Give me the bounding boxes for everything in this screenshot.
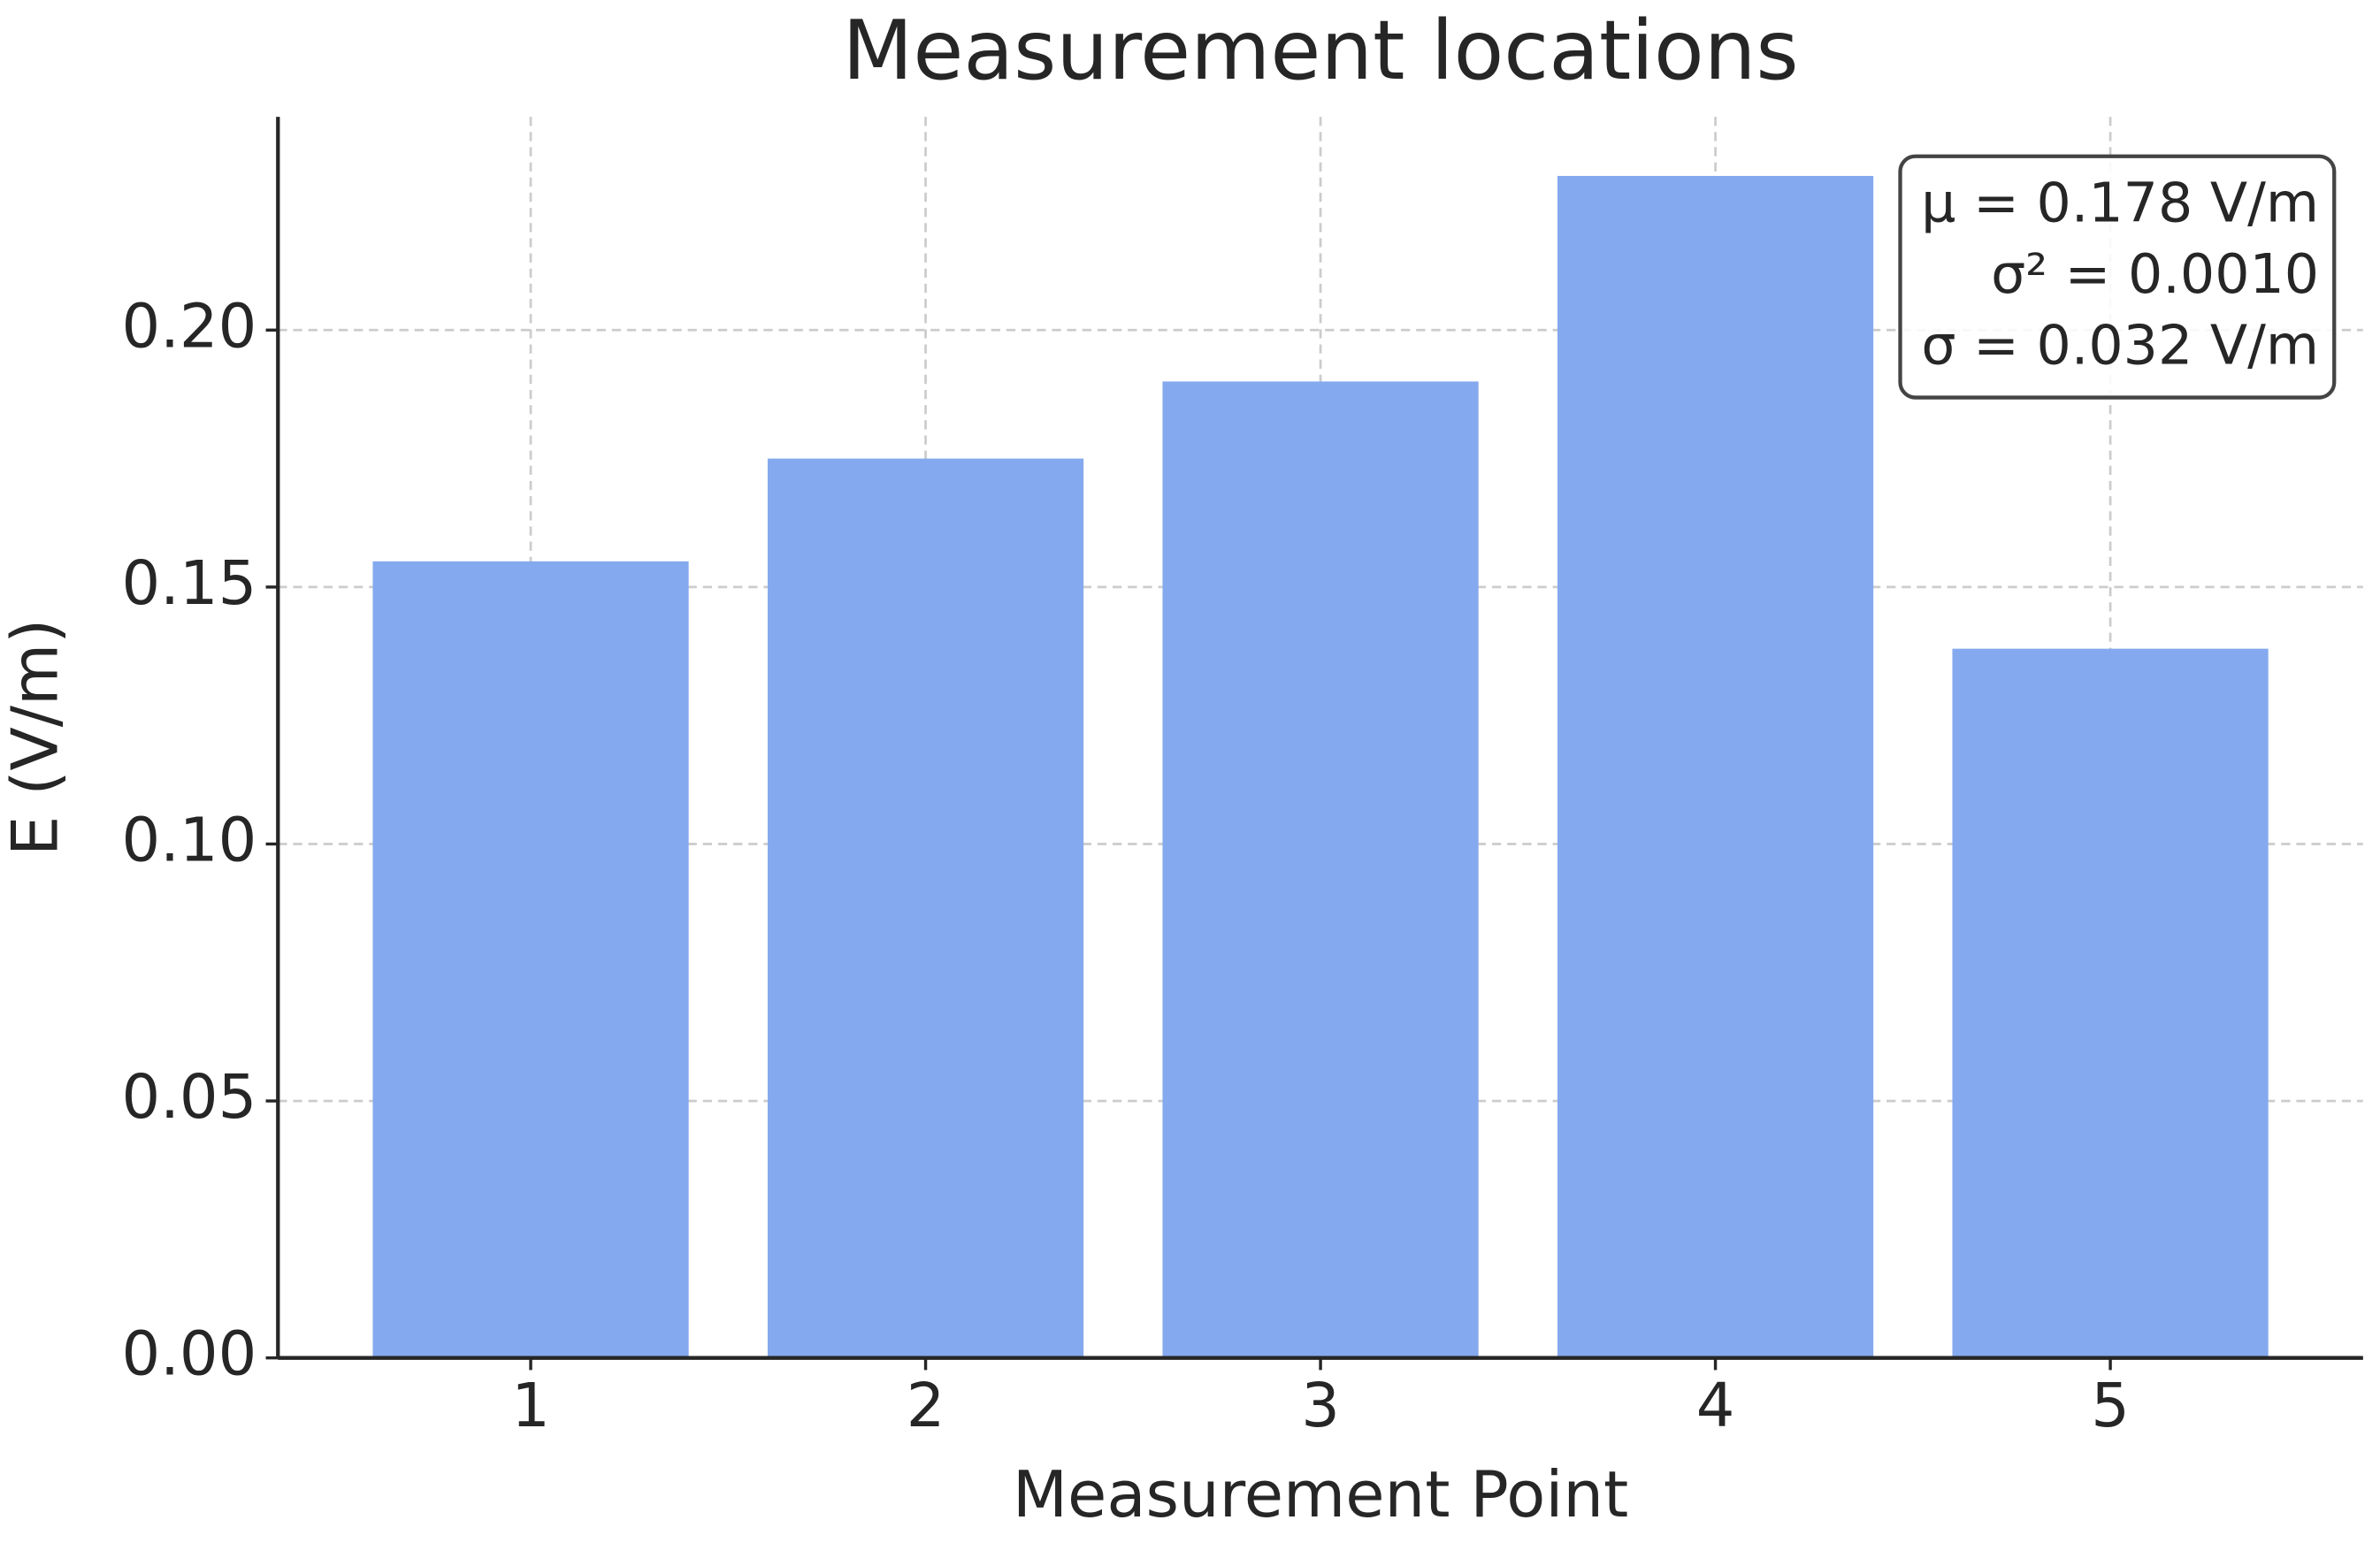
x-tick-label: 4 [1696,1371,1735,1441]
x-axis-label: Measurement Point [1013,1457,1628,1532]
bar [1557,175,1874,1358]
annotation-line: σ² = 0.0010 [1991,242,2319,306]
x-tick-label: 3 [1301,1371,1340,1441]
y-tick-label: 0.20 [121,291,256,362]
y-tick-label: 0.00 [121,1319,256,1390]
x-tick-label: 1 [511,1371,550,1441]
bar [372,561,689,1358]
bar [1162,381,1479,1358]
chart-title: Measurement locations [842,3,1798,98]
y-tick-label: 0.10 [121,806,256,876]
y-axis-label: E (V/m) [0,619,72,856]
x-tick-label: 5 [2091,1371,2130,1441]
y-tick-label: 0.05 [121,1062,256,1133]
annotation-line: μ = 0.178 V/m [1921,171,2319,234]
bar [1952,648,2269,1358]
bar [767,458,1084,1358]
annotation-line: σ = 0.032 V/m [1921,314,2319,378]
annotation-box [1898,154,2337,400]
y-tick-label: 0.15 [121,548,256,619]
x-tick-label: 2 [907,1371,945,1441]
